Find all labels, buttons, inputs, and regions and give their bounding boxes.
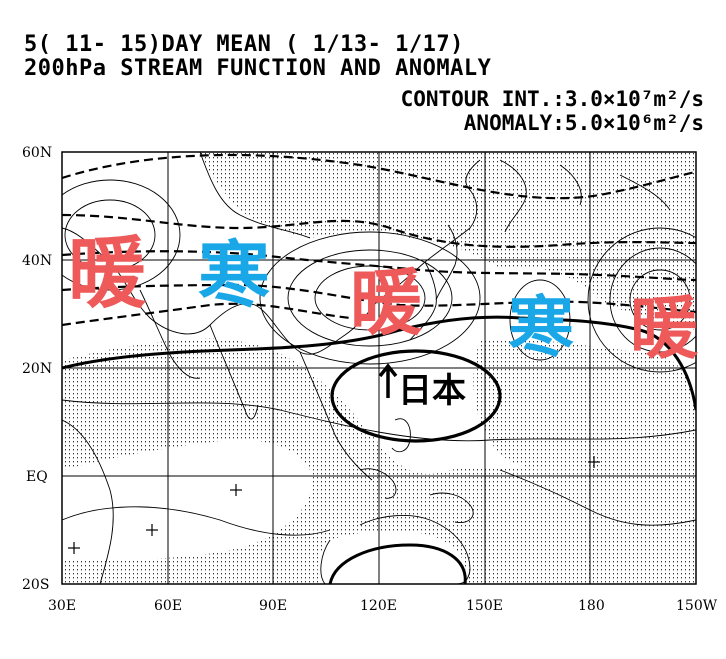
stipple-region-north bbox=[200, 152, 696, 330]
anomaly-interval-label: ANOMALY:5.0×10⁶m²/s bbox=[463, 111, 704, 135]
map-title-line1: 5( 11- 15)DAY MEAN ( 1/13- 1/17) bbox=[24, 32, 464, 57]
map-frame bbox=[61, 151, 697, 585]
lon-label-60e: 60E bbox=[154, 598, 182, 614]
high-markers bbox=[68, 456, 600, 554]
map-body bbox=[62, 152, 696, 584]
grid-lines bbox=[62, 152, 696, 584]
lon-label-150w: 150W bbox=[676, 598, 718, 614]
warm-label-east-asia: 暖 bbox=[350, 261, 423, 345]
lon-label-90e: 90E bbox=[259, 598, 287, 614]
clear-region-indian-ocean bbox=[62, 439, 312, 560]
dashed-contours bbox=[62, 153, 696, 327]
lon-label-180: 180 bbox=[578, 598, 605, 614]
lon-label-150e: 150E bbox=[466, 598, 503, 614]
cold-label-pacific: 寒 bbox=[508, 289, 574, 366]
clear-region-australia bbox=[317, 530, 467, 584]
lat-label-eq: EQ bbox=[26, 469, 48, 485]
lat-label-20n: 20N bbox=[22, 361, 52, 377]
japan-label: 日本 bbox=[398, 371, 466, 411]
bold-contour-subtropical bbox=[62, 315, 696, 411]
lon-label-120e: 120E bbox=[360, 598, 397, 614]
cold-label-central-asia: 寒 bbox=[198, 233, 270, 317]
japan-circle bbox=[330, 349, 502, 443]
lat-label-20s: 20S bbox=[22, 577, 49, 593]
contour-interval-label: CONTOUR INT.:3.0×10⁷m²/s bbox=[400, 87, 704, 111]
bold-contour-australia bbox=[328, 543, 467, 584]
stream-function-contours bbox=[62, 152, 696, 536]
lat-label-60n: 60N bbox=[22, 145, 52, 161]
lat-label-40n: 40N bbox=[22, 253, 52, 269]
arrow-up-icon bbox=[378, 363, 398, 398]
lon-label-30e: 30E bbox=[48, 598, 76, 614]
map-title-line2: 200hPa STREAM FUNCTION AND ANOMALY bbox=[24, 56, 492, 81]
warm-label-east-pacific: 暖 bbox=[630, 290, 699, 369]
warm-label-west: 暖 bbox=[68, 229, 147, 319]
